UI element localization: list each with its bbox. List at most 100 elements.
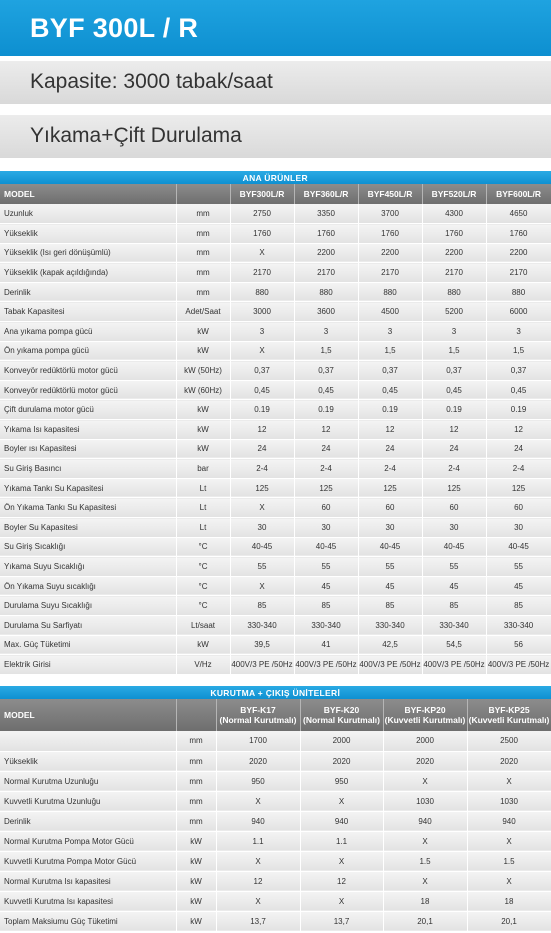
row-unit: V/Hz: [176, 654, 231, 675]
row-value: 85: [486, 595, 551, 616]
row-value: 2200: [294, 243, 359, 264]
row-value: 880: [230, 282, 295, 303]
row-value: 12: [230, 419, 295, 440]
row-value: 85: [358, 595, 423, 616]
row-value: 1.1: [300, 831, 384, 852]
model-header: MODEL: [0, 184, 177, 204]
row-value: 330-340: [486, 615, 551, 636]
row-value: 125: [358, 478, 423, 499]
row-unit: bar: [176, 458, 231, 479]
row-value: 1760: [358, 223, 423, 244]
row-unit: kW: [176, 439, 231, 460]
table-row: Kuvvetli Kurutma Uzunluğu mm X X 1030 1030: [0, 791, 551, 812]
unit-header: [176, 699, 217, 731]
row-value: X: [383, 831, 468, 852]
row-label: Boyler ısı Kapasitesi: [0, 439, 177, 460]
row-label: Derinlik: [0, 811, 177, 832]
row-value: 3000: [230, 301, 295, 323]
row-value: X: [467, 831, 551, 852]
row-unit: mm: [176, 731, 217, 752]
model-column-header: BYF-K17 (Normal Kurutmalı): [216, 699, 301, 731]
table-row: Su Giriş Sıcaklığı °C 40-45 40-45 40-45 40-45…: [0, 537, 551, 558]
row-value: 18: [467, 891, 551, 912]
row-label: Yıkama Isı kapasitesi: [0, 419, 177, 440]
model-header: MODEL: [0, 699, 177, 731]
row-value: 85: [422, 595, 487, 616]
row-unit: kW: [176, 635, 231, 656]
row-label: Yıkama Suyu Sıcaklığı: [0, 556, 177, 577]
row-value: 55: [422, 556, 487, 577]
row-value: 60: [486, 497, 551, 518]
row-label: Durulama Su Sarfiyatı: [0, 615, 177, 636]
model-column-header: BYF-KP20 (Kuvvetli Kurutmalı): [383, 699, 468, 731]
row-value: 940: [467, 811, 551, 832]
row-value: 0.19: [230, 399, 295, 421]
table-row: Konveyör redüktörlü motor gücü kW (50Hz) 0…: [0, 360, 551, 381]
row-value: 12: [486, 419, 551, 440]
table-row: Boyler ısı Kapasitesi kW 24 24 24 24 24: [0, 439, 551, 460]
row-value: 2-4: [486, 458, 551, 479]
row-label: Elektrik Girisi: [0, 654, 177, 675]
row-label: Ön Yıkama Suyu sıcaklığı: [0, 576, 177, 597]
row-value: 24: [358, 439, 423, 460]
row-value: 55: [486, 556, 551, 577]
row-value: 40-45: [294, 537, 359, 558]
row-value: 30: [294, 517, 359, 538]
row-value: 1760: [294, 223, 359, 244]
row-value: 940: [300, 811, 384, 832]
row-value: 400V/3 PE /50Hz: [422, 654, 487, 675]
model-subtitle: (Normal Kurutmalı): [303, 715, 380, 725]
row-value: 12: [216, 871, 301, 892]
row-value: 880: [422, 282, 487, 303]
model-column-header: BYF450L/R: [358, 184, 423, 204]
row-label: Tabak Kapasitesi: [0, 301, 177, 323]
row-label: Toplam Maksiumu Güç Tüketimi: [0, 911, 177, 932]
row-value: 2170: [230, 262, 295, 283]
table-row: Yükseklik mm 1760 1760 1760 1760 1760: [0, 223, 551, 244]
row-unit: °C: [176, 576, 231, 597]
row-value: 2170: [422, 262, 487, 283]
row-value: X: [230, 243, 295, 264]
row-value: X: [383, 871, 468, 892]
table-row: Yükseklik (kapak açıldığında) mm 2170 2170 2…: [0, 262, 551, 283]
row-value: 1.5: [383, 851, 468, 872]
table-row: Normal Kurutma Isı kapasitesi kW 12 12 X X: [0, 871, 551, 892]
row-value: 0,45: [358, 380, 423, 401]
wash-type-heading: Yıkama+Çift Durulama: [0, 115, 551, 158]
product-title: BYF 300L / R: [0, 0, 551, 56]
row-label: Konveyör redüktörlü motor gücü: [0, 380, 177, 401]
row-label: Yükseklik (Isı geri dönüşümlü): [0, 243, 177, 264]
row-value: 400V/3 PE /50Hz: [486, 654, 551, 675]
row-label: Konveyör redüktörlü motor gücü: [0, 360, 177, 381]
row-value: 330-340: [230, 615, 295, 636]
row-value: 41: [294, 635, 359, 656]
row-label: Normal Kurutma Pompa Motor Gücü: [0, 831, 177, 852]
row-value: 20,1: [383, 911, 468, 932]
model-column-header: BYF300L/R: [230, 184, 295, 204]
row-value: 2000: [300, 731, 384, 752]
row-value: 0,37: [230, 360, 295, 381]
row-unit: kW: [176, 871, 217, 892]
row-unit: °C: [176, 595, 231, 616]
row-value: 0,45: [422, 380, 487, 401]
row-value: 0,37: [358, 360, 423, 381]
table-row: Boyler Su Kapasitesi Lt 30 30 30 30 30: [0, 517, 551, 538]
table-row: Su Giriş Basıncı bar 2-4 2-4 2-4 2-4 2-4: [0, 458, 551, 479]
row-value: 0.19: [422, 399, 487, 421]
row-value: 24: [230, 439, 295, 460]
row-label: Normal Kurutma Isı kapasitesi: [0, 871, 177, 892]
row-value: 4300: [422, 204, 487, 225]
row-value: 0,45: [486, 380, 551, 401]
row-value: 330-340: [422, 615, 487, 636]
row-value: 2-4: [230, 458, 295, 479]
row-value: 2200: [422, 243, 487, 264]
row-value: 2020: [216, 751, 301, 772]
table-row: Max. Güç Tüketimi kW 39,5 41 42,5 54,5 56: [0, 635, 551, 656]
row-value: 1,5: [486, 341, 551, 362]
row-value: 40-45: [230, 537, 295, 558]
row-unit: mm: [176, 791, 217, 812]
row-value: 880: [486, 282, 551, 303]
table-row: Durulama Suyu Sıcaklığı °C 85 85 85 85 85: [0, 595, 551, 616]
row-unit: mm: [176, 751, 217, 772]
row-value: 3: [358, 321, 423, 342]
